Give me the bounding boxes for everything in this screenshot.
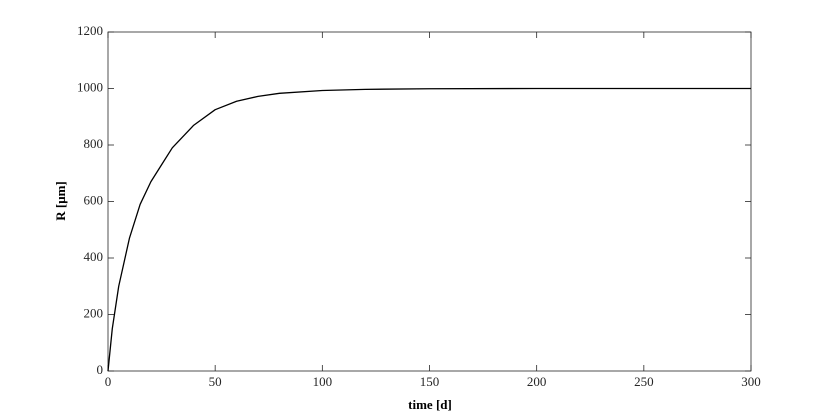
x-axis-label: time [d] [408,397,452,412]
y-axis-label: R [μm] [53,181,68,221]
plot-frame [107,31,752,372]
y-tick-label: 1200 [77,23,103,38]
y-tick-label: 200 [84,305,104,320]
x-tick-label: 250 [634,374,654,389]
x-tick-label: 100 [313,374,333,389]
x-tick-label: 200 [527,374,547,389]
y-tick-label: 1000 [77,79,103,94]
data-line [107,87,751,372]
y-tick-label: 0 [97,362,104,377]
y-tick-label: 800 [84,136,104,151]
x-tick-label: 0 [105,374,112,389]
x-tick-label: 50 [209,374,222,389]
x-tick-label: 300 [741,374,761,389]
y-tick-label: 400 [84,249,104,264]
x-tick-label: 150 [420,374,440,389]
y-tick-label: 600 [84,192,104,207]
